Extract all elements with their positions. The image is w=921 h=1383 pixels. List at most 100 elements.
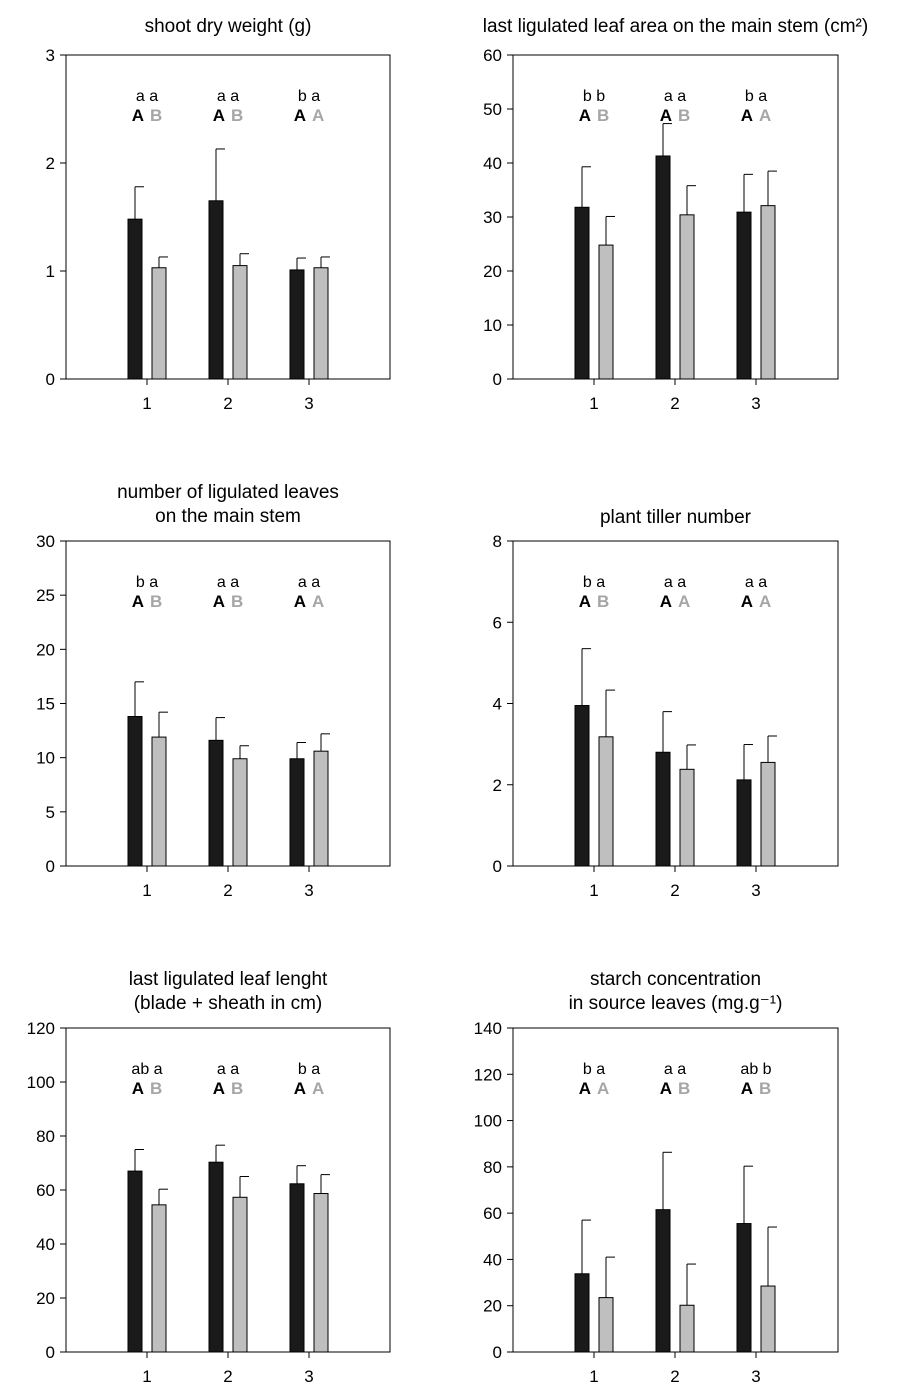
bar-series-1 [127, 218, 143, 380]
significance-upper-series-1: A [660, 592, 672, 611]
significance-upper-series-1: A [132, 592, 144, 611]
bar-series-1 [736, 779, 752, 867]
significance-lowercase: b a [745, 88, 767, 105]
significance-upper-series-2: A [597, 1079, 609, 1098]
significance-upper-series-2: A [759, 592, 771, 611]
chart-title: plant tiller number [600, 507, 752, 528]
bar-series-2 [598, 736, 614, 867]
bar-series-1 [574, 206, 590, 380]
significance-upper-series-2: B [231, 592, 243, 611]
significance-upper-series-2: B [150, 106, 162, 125]
y-tick-label: 0 [46, 857, 55, 876]
y-tick-label: 0 [493, 1343, 502, 1362]
y-tick-label: 8 [493, 532, 502, 551]
bar-series-1 [655, 1209, 671, 1353]
significance-lowercase: b a [298, 88, 320, 105]
bar-series-1 [127, 716, 143, 867]
chart-panel-6: starch concentration in source leaves (mg… [474, 969, 839, 1383]
x-tick-label: 1 [589, 881, 598, 900]
y-tick-label: 2 [493, 776, 502, 795]
significance-upper-series-1: A [294, 106, 306, 125]
x-tick-label: 2 [670, 394, 679, 413]
y-tick-label: 25 [36, 586, 55, 605]
significance-lowercase: b a [583, 1061, 605, 1078]
x-tick-label: 3 [751, 1367, 760, 1383]
bar-series-2 [679, 1304, 695, 1353]
y-tick-label: 1 [46, 262, 55, 281]
significance-upper-series-2: A [678, 592, 690, 611]
bar-series-1 [289, 269, 305, 380]
y-tick-label: 60 [483, 46, 502, 65]
significance-upper-series-1: A [294, 592, 306, 611]
significance-upper-series-2: A [759, 106, 771, 125]
y-tick-label: 20 [36, 640, 55, 659]
y-tick-label: 2 [46, 154, 55, 173]
y-tick-label: 40 [36, 1235, 55, 1254]
bar-series-1 [736, 211, 752, 380]
significance-upper-series-1: A [213, 592, 225, 611]
x-tick-label: 1 [142, 1367, 151, 1383]
y-tick-label: 80 [483, 1158, 502, 1177]
significance-upper-series-1: A [132, 1079, 144, 1098]
y-tick-label: 15 [36, 695, 55, 714]
significance-upper-series-1: A [213, 1079, 225, 1098]
significance-upper-series-2: B [597, 592, 609, 611]
bar-series-2 [760, 761, 776, 867]
x-tick-label: 3 [304, 1367, 313, 1383]
x-tick-label: 2 [223, 394, 232, 413]
bar-series-2 [151, 736, 167, 867]
y-tick-label: 0 [46, 370, 55, 389]
y-tick-label: 6 [493, 613, 502, 632]
significance-upper-series-1: A [660, 106, 672, 125]
significance-upper-series-2: B [231, 1079, 243, 1098]
significance-lowercase: a a [217, 1061, 239, 1078]
y-tick-label: 100 [27, 1073, 55, 1092]
y-tick-label: 120 [27, 1019, 55, 1038]
significance-upper-series-2: B [150, 1079, 162, 1098]
significance-upper-series-2: B [597, 106, 609, 125]
y-tick-label: 5 [46, 803, 55, 822]
bar-series-1 [208, 739, 224, 867]
bar-series-2 [313, 1193, 329, 1353]
bar-series-2 [232, 265, 248, 380]
chart-title: last ligulated leaf lenght [129, 969, 328, 990]
x-tick-label: 1 [142, 394, 151, 413]
bar-series-1 [736, 1223, 752, 1353]
y-tick-label: 120 [474, 1065, 502, 1084]
bar-series-1 [208, 1161, 224, 1353]
y-tick-label: 0 [493, 370, 502, 389]
significance-upper-series-2: B [759, 1079, 771, 1098]
significance-upper-series-2: A [312, 1079, 324, 1098]
y-tick-label: 10 [36, 749, 55, 768]
bar-series-1 [127, 1170, 143, 1353]
chart-title: shoot dry weight (g) [145, 16, 312, 37]
significance-upper-series-1: A [579, 106, 591, 125]
significance-lowercase: a a [664, 574, 686, 591]
y-tick-label: 4 [493, 695, 502, 714]
chart-title: on the main stem [155, 506, 301, 527]
y-tick-label: 60 [483, 1204, 502, 1223]
x-tick-label: 1 [589, 1367, 598, 1383]
chart-panel-2: last ligulated leaf area on the main ste… [483, 16, 868, 413]
significance-lowercase: a a [217, 574, 239, 591]
chart-title: last ligulated leaf area on the main ste… [483, 16, 868, 37]
significance-upper-series-2: A [312, 106, 324, 125]
y-tick-label: 3 [46, 46, 55, 65]
significance-lowercase: a a [217, 88, 239, 105]
significance-lowercase: b a [136, 574, 158, 591]
y-tick-label: 100 [474, 1112, 502, 1131]
bar-series-2 [313, 750, 329, 867]
chart-title: (blade + sheath in cm) [134, 993, 323, 1014]
significance-upper-series-1: A [660, 1079, 672, 1098]
significance-upper-series-1: A [579, 592, 591, 611]
x-tick-label: 2 [670, 881, 679, 900]
bar-series-2 [679, 768, 695, 867]
significance-lowercase: a a [664, 1061, 686, 1078]
significance-lowercase: a a [298, 574, 320, 591]
x-tick-label: 2 [670, 1367, 679, 1383]
y-tick-label: 40 [483, 1250, 502, 1269]
significance-upper-series-2: B [678, 106, 690, 125]
y-tick-label: 80 [36, 1127, 55, 1146]
bar-series-1 [289, 1183, 305, 1353]
